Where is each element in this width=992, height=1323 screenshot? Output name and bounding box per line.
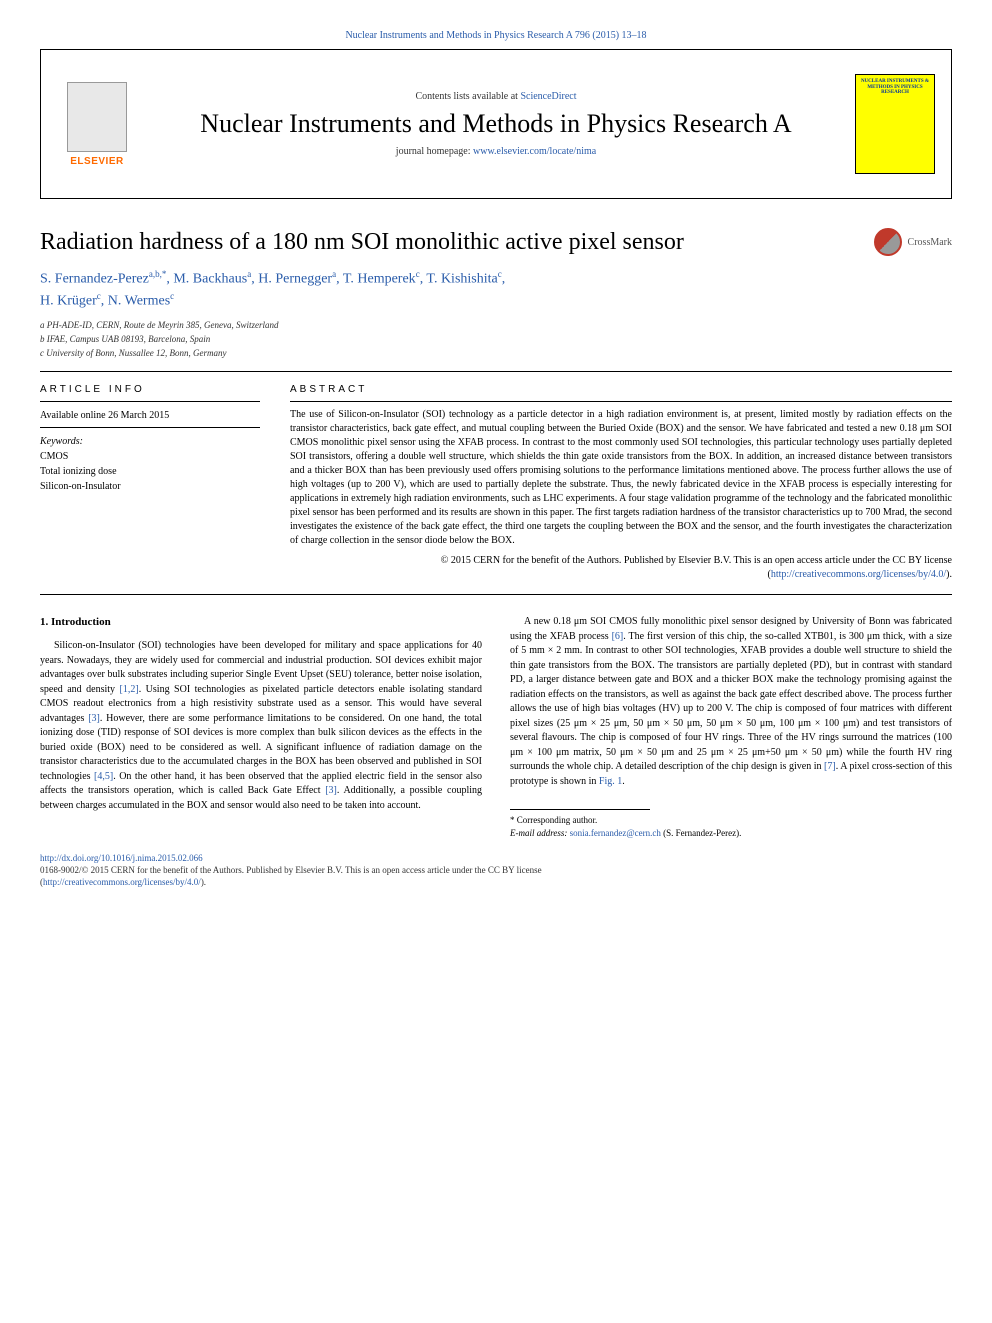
cc-license-link[interactable]: http://creativecommons.org/licenses/by/4…: [771, 569, 946, 580]
contents-line: Contents lists available at ScienceDirec…: [137, 91, 855, 102]
info-divider: [40, 427, 260, 428]
doi-link[interactable]: http://dx.doi.org/10.1016/j.nima.2015.02…: [40, 853, 203, 863]
ref-link[interactable]: [6]: [612, 631, 624, 642]
crossmark-icon: [874, 228, 902, 256]
cc-license-link[interactable]: http://creativecommons.org/licenses/by/4…: [43, 877, 201, 887]
keyword: CMOS: [40, 451, 68, 462]
abstract-divider: [290, 401, 952, 402]
journal-title: Nuclear Instruments and Methods in Physi…: [137, 108, 855, 139]
keywords-label: Keywords:: [40, 436, 83, 447]
body-columns: 1. Introduction Silicon-on-Insulator (SO…: [40, 615, 952, 839]
journal-cover: NUCLEAR INSTRUMENTS & METHODS IN PHYSICS…: [855, 74, 935, 174]
affil-b: b IFAE, Campus UAB 08193, Barcelona, Spa…: [40, 333, 952, 346]
elsevier-logo: ELSEVIER: [57, 82, 137, 167]
section-heading: 1. Introduction: [40, 615, 482, 631]
article-info-column: ARTICLE INFO Available online 26 March 2…: [40, 384, 260, 582]
affiliations: a PH-ADE-ID, CERN, Route de Meyrin 385, …: [40, 319, 952, 359]
top-citation: Nuclear Instruments and Methods in Physi…: [40, 30, 952, 41]
body-paragraph: Silicon-on-Insulator (SOI) technologies …: [40, 639, 482, 813]
affil-a: a PH-ADE-ID, CERN, Route de Meyrin 385, …: [40, 319, 952, 332]
elsevier-label: ELSEVIER: [70, 156, 123, 167]
email-line: E-mail address: sonia.fernandez@cern.ch …: [510, 827, 952, 840]
corresponding-author-note: * Corresponding author.: [510, 814, 952, 827]
abstract-text: The use of Silicon-on-Insulator (SOI) te…: [290, 408, 952, 548]
divider: [40, 371, 952, 372]
crossmark-badge[interactable]: CrossMark: [874, 228, 952, 256]
doi-line: http://dx.doi.org/10.1016/j.nima.2015.02…: [40, 853, 952, 863]
crossmark-label: CrossMark: [908, 237, 952, 248]
keyword: Total ionizing dose: [40, 466, 117, 477]
ref-link[interactable]: [3]: [325, 785, 337, 796]
authors: S. Fernandez-Pereza,b,*, M. Backhausa, H…: [40, 268, 952, 311]
abstract-copyright: © 2015 CERN for the benefit of the Autho…: [290, 554, 952, 582]
affil-c: c University of Bonn, Nussallee 12, Bonn…: [40, 347, 952, 360]
footnotes: * Corresponding author. E-mail address: …: [510, 814, 952, 839]
abstract-column: ABSTRACT The use of Silicon-on-Insulator…: [290, 384, 952, 582]
fig-link[interactable]: Fig. 1: [599, 776, 622, 787]
header-center: Contents lists available at ScienceDirec…: [137, 91, 855, 156]
elsevier-tree-icon: [67, 82, 127, 152]
homepage-line: journal homepage: www.elsevier.com/locat…: [137, 146, 855, 157]
citation-link[interactable]: Nuclear Instruments and Methods in Physi…: [345, 30, 646, 41]
ref-link[interactable]: [1,2]: [120, 684, 139, 695]
keyword: Silicon-on-Insulator: [40, 481, 121, 492]
ref-link[interactable]: [7]: [824, 761, 836, 772]
keywords-block: Keywords: CMOS Total ionizing dose Silic…: [40, 434, 260, 494]
email-link[interactable]: sonia.fernandez@cern.ch: [570, 828, 661, 838]
ref-link[interactable]: [4,5]: [94, 771, 113, 782]
homepage-link[interactable]: www.elsevier.com/locate/nima: [473, 146, 596, 157]
sciencedirect-link[interactable]: ScienceDirect: [520, 91, 576, 102]
info-abstract-row: ARTICLE INFO Available online 26 March 2…: [40, 384, 952, 582]
available-online: Available online 26 March 2015: [40, 408, 260, 423]
info-divider: [40, 401, 260, 402]
journal-header: ELSEVIER Contents lists available at Sci…: [40, 49, 952, 199]
abstract-heading: ABSTRACT: [290, 384, 952, 395]
cover-text: NUCLEAR INSTRUMENTS & METHODS IN PHYSICS…: [856, 75, 934, 100]
ref-link[interactable]: [3]: [88, 713, 100, 724]
body-paragraph: A new 0.18 μm SOI CMOS fully monolithic …: [510, 615, 952, 789]
footnote-separator: [510, 809, 650, 810]
info-heading: ARTICLE INFO: [40, 384, 260, 395]
divider: [40, 594, 952, 595]
article-title: Radiation hardness of a 180 nm SOI monol…: [40, 229, 952, 256]
bottom-copyright: 0168-9002/© 2015 CERN for the benefit of…: [40, 865, 952, 888]
